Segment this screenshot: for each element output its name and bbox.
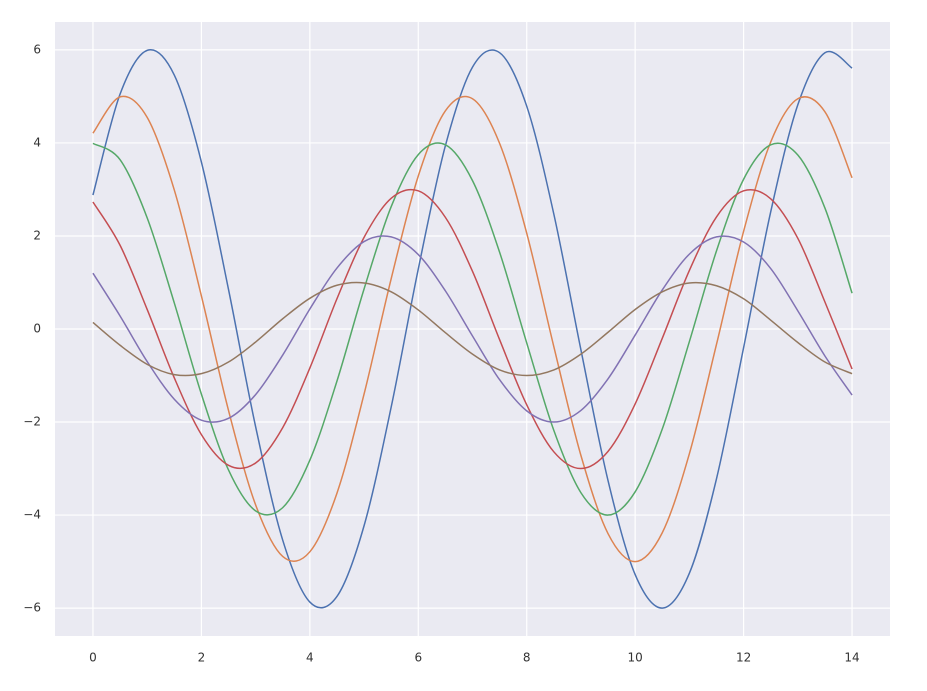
x-tick-label: 10 xyxy=(628,651,643,665)
y-tick-label: 4 xyxy=(33,135,41,149)
x-tick-label: 0 xyxy=(89,651,97,665)
x-tick-label: 8 xyxy=(523,651,531,665)
line-series xyxy=(92,235,853,423)
x-tick-label: 2 xyxy=(198,651,206,665)
y-tick-label: 0 xyxy=(33,322,41,336)
line-series xyxy=(92,188,853,470)
line-series xyxy=(92,142,853,516)
x-tick-label: 4 xyxy=(306,651,314,665)
line-series xyxy=(92,281,853,377)
x-tick-label: 14 xyxy=(844,651,859,665)
y-tick-label: −4 xyxy=(23,508,41,522)
x-tick-label: 6 xyxy=(414,651,422,665)
line-series xyxy=(92,95,853,563)
y-tick-label: −6 xyxy=(23,601,41,615)
y-tick-label: −2 xyxy=(23,415,41,429)
y-tick-label: 6 xyxy=(33,42,41,56)
x-tick-label: 12 xyxy=(736,651,751,665)
y-tick-label: 2 xyxy=(33,228,41,242)
line-series xyxy=(92,49,853,609)
